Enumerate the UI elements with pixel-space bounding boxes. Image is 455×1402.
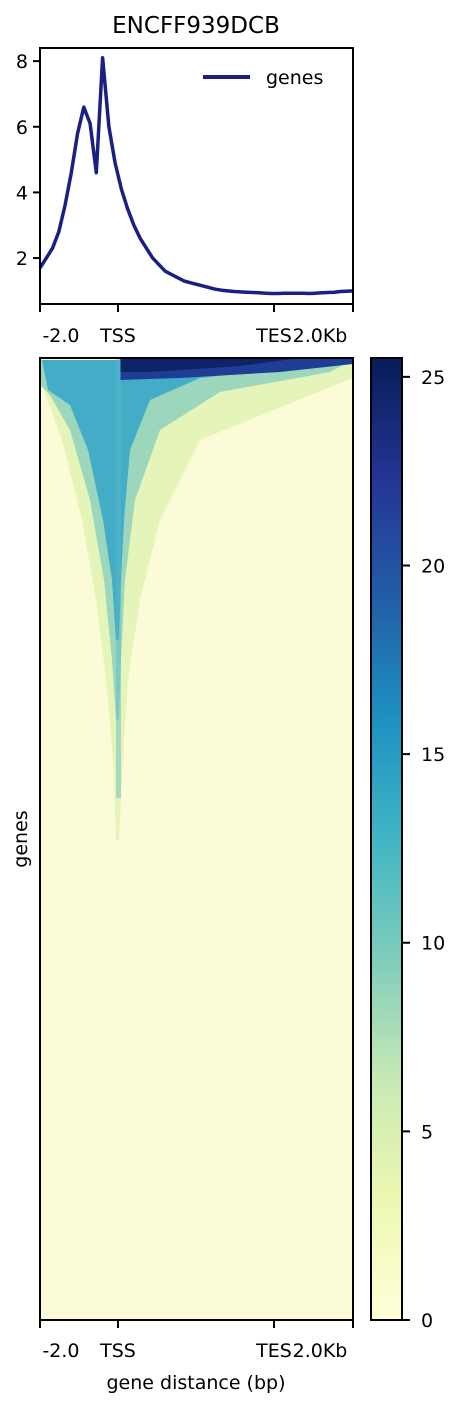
colorbar: 0 5 10 15 20 25 xyxy=(370,357,445,1332)
heatmap-x-tick-label: TES xyxy=(255,1340,292,1362)
heatmap-tss-band xyxy=(116,358,121,798)
profile-plot: ENCFF939DCB 2 4 6 8 -2.0 TSS TES 2.0Kb genes xyxy=(16,13,354,347)
heatmap-x-ticks: -2.0 TSS TES 2.0Kb xyxy=(39,1320,354,1362)
profile-y-ticks: 2 4 6 8 xyxy=(16,51,40,270)
profile-x-tick-label: TES xyxy=(255,325,292,347)
heatmap-signal-top-core xyxy=(120,358,300,372)
profile-y-tick-label: 8 xyxy=(16,51,28,73)
colorbar-tick-label: 10 xyxy=(421,933,445,955)
profile-x-tick-label: TSS xyxy=(99,325,136,347)
profile-y-tick-label: 4 xyxy=(16,182,28,204)
colorbar-tick-label: 5 xyxy=(421,1121,433,1143)
profile-x-ticks: -2.0 TSS TES 2.0Kb xyxy=(39,304,354,347)
heatmap: -2.0 TSS TES 2.0Kb gene distance (bp) genes xyxy=(10,357,354,1394)
heatmap-x-tick-label: 2.0Kb xyxy=(293,1340,348,1362)
profile-y-tick-label: 6 xyxy=(16,117,28,139)
colorbar-tick-label: 15 xyxy=(421,744,445,766)
heatmap-y-axis-label: genes xyxy=(10,810,32,867)
legend-label-genes: genes xyxy=(266,67,323,89)
profile-x-tick-label: -2.0 xyxy=(42,325,79,347)
heatmap-x-tick-label: -2.0 xyxy=(42,1340,79,1362)
colorbar-tick-label: 25 xyxy=(421,367,445,389)
heatmap-axes-frame xyxy=(39,357,354,1321)
profile-title: ENCFF939DCB xyxy=(112,13,280,39)
colorbar-tick-label: 0 xyxy=(421,1310,433,1332)
colorbar-frame xyxy=(370,357,403,1321)
colorbar-gradient xyxy=(371,358,402,1320)
profile-legend: genes xyxy=(203,67,323,89)
colorbar-tick-label: 20 xyxy=(421,555,445,577)
heatmap-x-tick-label: TSS xyxy=(99,1340,136,1362)
heatmap-x-axis-label: gene distance (bp) xyxy=(106,1372,285,1394)
profile-y-tick-label: 2 xyxy=(16,248,28,270)
colorbar-ticks: 0 5 10 15 20 25 xyxy=(402,367,445,1332)
profile-x-tick-label: 2.0Kb xyxy=(293,325,348,347)
heatmap-signal-high xyxy=(42,360,345,640)
profile-lines xyxy=(38,56,354,296)
profile-axes-frame xyxy=(39,47,354,305)
profile-series-line-genes xyxy=(38,56,354,296)
